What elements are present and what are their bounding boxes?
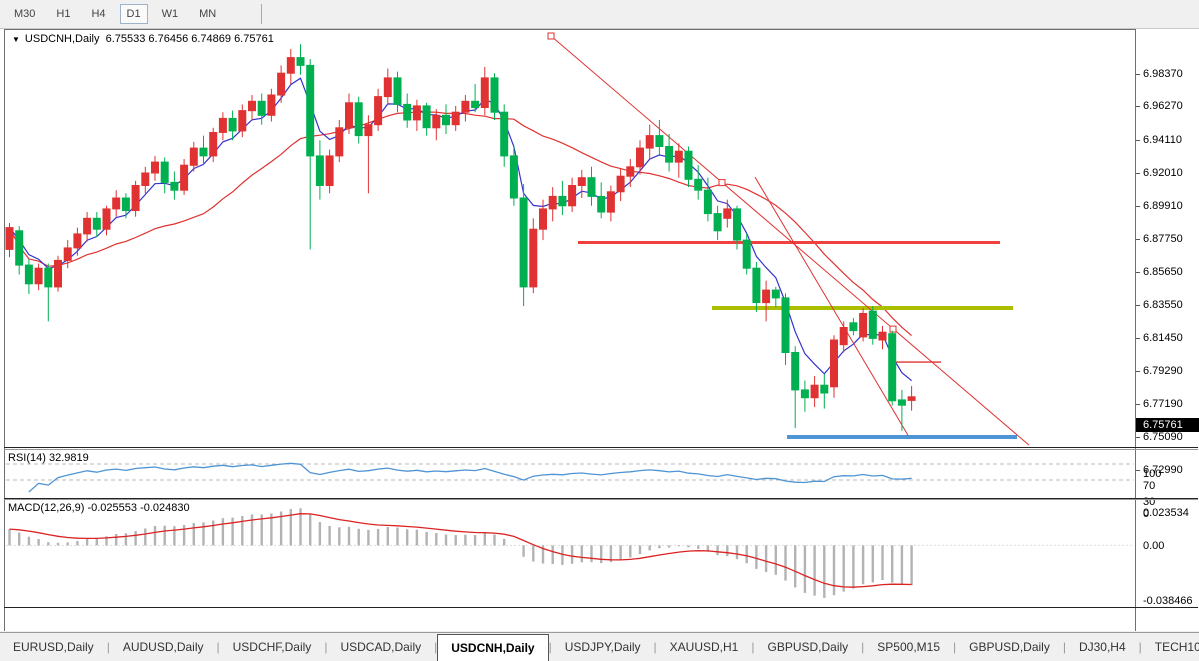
tab-separator: | <box>1062 640 1066 654</box>
rsi-panel-canvas[interactable] <box>5 450 1135 498</box>
rsi-axis-label: 0 <box>1143 508 1150 520</box>
tab-audusd-daily[interactable]: AUDUSD,Daily <box>122 640 204 654</box>
price-tick <box>1135 173 1140 174</box>
tab-gbpusd-daily[interactable]: GBPUSD,Daily <box>767 640 849 654</box>
timeframe-button-mn[interactable]: MN <box>199 8 217 20</box>
price-tick <box>1135 74 1140 75</box>
price-axis-label: 6.75090 <box>1143 431 1183 443</box>
price-tick <box>1135 206 1140 207</box>
chart-window: ▼ USDCNH,Daily 6.75533 6.76456 6.74869 6.… <box>0 29 1199 654</box>
chart-top-border <box>4 29 1136 30</box>
price-axis-label: 6.81450 <box>1143 332 1183 344</box>
timeframe-button-m30[interactable]: M30 <box>14 8 36 20</box>
price-tick <box>1135 140 1140 141</box>
tab-separator: | <box>434 640 438 654</box>
timeframe-button-h1[interactable]: H1 <box>56 8 71 20</box>
tab-usdcnh-daily[interactable]: USDCNH,Daily <box>437 634 549 661</box>
macd-axis-label: -0.038466 <box>1143 595 1193 607</box>
tab-sp500-m15[interactable]: SP500,M15 <box>877 640 941 654</box>
rsi-axis-label: 70 <box>1143 480 1156 492</box>
price-tick <box>1135 371 1140 372</box>
tab-separator: | <box>1138 640 1142 654</box>
symbol-dropdown-icon[interactable]: ▼ <box>12 35 20 44</box>
price-axis-label: 6.92010 <box>1143 167 1183 179</box>
current-price-badge: 6.75761 <box>1136 418 1199 432</box>
tab-separator: | <box>861 640 865 654</box>
price-tick <box>1135 404 1140 405</box>
timeframe-button-w1[interactable]: W1 <box>161 8 179 20</box>
symbol-tabbar: EURUSD,Daily | AUDUSD,Daily | USDCHF,Daily | U… <box>0 632 1199 661</box>
price-axis-label: 6.98370 <box>1143 68 1183 80</box>
rsi-bottom-border <box>4 498 1198 499</box>
tab-gbpusd-daily[interactable]: GBPUSD,Daily <box>969 640 1050 654</box>
rsi-axis-label: 100 <box>1143 468 1162 480</box>
axis-separator <box>1135 29 1136 631</box>
tab-tech100-h1[interactable]: TECH100,H1 <box>1154 640 1199 654</box>
tab-eurusd-daily[interactable]: EURUSD,Daily <box>13 640 94 654</box>
tab-separator: | <box>653 640 657 654</box>
price-tick <box>1135 470 1140 471</box>
price-axis-label: 6.89910 <box>1143 200 1183 212</box>
tab-separator: | <box>216 640 220 654</box>
macd-axis-label: 0.00 <box>1143 540 1165 552</box>
tab-dj30-h4[interactable]: DJ30,H4 <box>1078 640 1126 654</box>
tab-usdcad-daily[interactable]: USDCAD,Daily <box>340 640 422 654</box>
timeframe-toolbar: M30 H1 H4 D1 W1 MN <box>0 0 1199 29</box>
price-axis-label: 6.72990 <box>1143 464 1183 476</box>
chart-symbol-label: USDCNH,Daily <box>24 33 100 45</box>
chart-ohlc-values: 6.75533 6.76456 6.74869 6.75761 <box>105 33 274 45</box>
price-axis-label: 6.85650 <box>1143 266 1183 278</box>
price-chart-canvas[interactable] <box>5 30 1135 448</box>
timeframe-button-d1[interactable]: D1 <box>119 4 148 24</box>
price-tick <box>1135 437 1140 438</box>
tab-separator: | <box>106 640 110 654</box>
price-axis-label: 6.87750 <box>1143 233 1183 245</box>
macd-label: MACD(12,26,9) -0.025553 -0.024830 <box>8 502 190 514</box>
price-axis-label: 6.83550 <box>1143 299 1183 311</box>
tab-separator: | <box>953 640 957 654</box>
price-tick <box>1135 272 1140 273</box>
chart-left-border <box>4 29 5 631</box>
price-tick <box>1135 338 1140 339</box>
toolbar-divider <box>261 4 263 24</box>
timeframe-button-h4[interactable]: H4 <box>91 8 106 20</box>
macd-axis-label: 0.023534 <box>1143 507 1189 519</box>
tab-xauusd-h1[interactable]: XAUUSD,H1 <box>669 640 739 654</box>
price-axis-label: 6.96270 <box>1143 100 1183 112</box>
macd-top-border <box>4 499 1198 500</box>
price-axis-label: 6.94110 <box>1143 134 1182 146</box>
tab-usdchf-daily[interactable]: USDCHF,Daily <box>232 640 312 654</box>
tab-separator: | <box>751 640 755 654</box>
tab-separator: | <box>548 640 552 654</box>
rsi-label: RSI(14) 32.9819 <box>8 452 89 464</box>
rsi-top-border <box>4 449 1198 450</box>
chart-bottom-border <box>4 447 1198 448</box>
price-axis-label: 6.79290 <box>1143 365 1183 377</box>
price-tick <box>1135 239 1140 240</box>
chart-title: ▼ USDCNH,Daily 6.75533 6.76456 6.74869 6.… <box>12 33 274 45</box>
price-tick <box>1135 106 1140 107</box>
macd-bottom-border <box>4 607 1198 608</box>
macd-panel-canvas[interactable] <box>5 500 1135 607</box>
price-axis-label: 6.77190 <box>1143 398 1183 410</box>
tab-usdjpy-daily[interactable]: USDJPY,Daily <box>564 640 641 654</box>
tab-separator: | <box>324 640 328 654</box>
price-tick <box>1135 305 1140 306</box>
